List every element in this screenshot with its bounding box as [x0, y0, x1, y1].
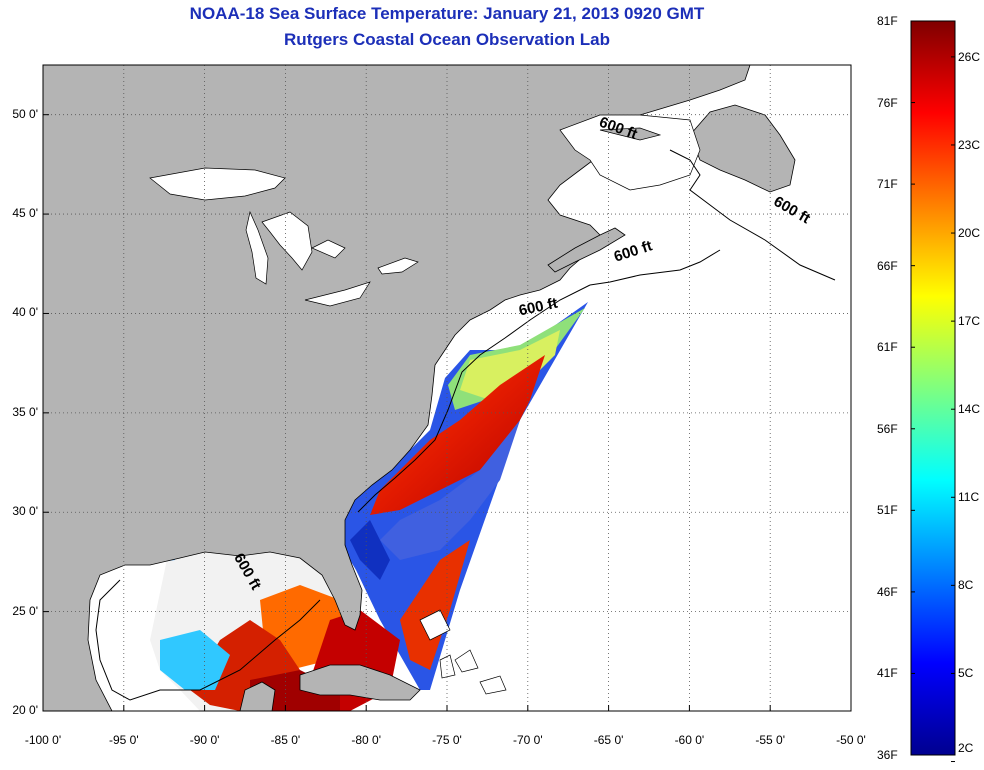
colorbar-c-label: 17C	[958, 314, 981, 329]
lon-tick-label: -100 0'	[24, 733, 62, 747]
land-newfoundland	[689, 104, 796, 193]
lon-tick-label: -90 0'	[189, 733, 220, 747]
land-cuba	[299, 664, 421, 701]
colorbar-f-label: 41F	[877, 666, 898, 681]
colorbar-f-label: 61F	[877, 340, 898, 355]
lon-tick-label: -95 0'	[108, 733, 139, 747]
lon-tick-label: -85 0'	[270, 733, 301, 747]
map-subtitle: Rutgers Coastal Ocean Observation Lab	[284, 30, 610, 49]
colorbar-c-label: 5C	[958, 666, 974, 681]
lat-tick-label: 30 0'	[12, 504, 38, 519]
colorbar-f-label: 66F	[877, 258, 898, 273]
lat-tick-label: 50 0'	[12, 106, 38, 121]
lat-tick-label: 20 0'	[12, 703, 38, 717]
lon-tick-label: -50 0'	[836, 733, 866, 747]
bahamas	[419, 609, 507, 695]
colorbar-c-label: 8C	[958, 578, 974, 593]
colorbar-c-label: 26C	[958, 49, 981, 64]
temperature-colorbar	[910, 20, 956, 763]
lon-tick-label: -75 0'	[432, 733, 462, 747]
anticosti-island	[599, 127, 662, 141]
colorbar-c-label: 14C	[958, 402, 981, 417]
land-nova-scotia	[547, 227, 626, 273]
axis-ticks	[42, 114, 852, 712]
lon-tick-label: -70 0'	[512, 733, 543, 747]
great-lakes	[149, 167, 419, 307]
isobath-600ft	[95, 149, 836, 701]
colorbar-f-label: 81F	[877, 14, 898, 28]
colorbar-f-label: 56F	[877, 421, 898, 436]
gulf-st-lawrence	[559, 114, 701, 191]
graticule	[43, 65, 851, 711]
map-title: NOAA-18 Sea Surface Temperature: January…	[189, 4, 705, 23]
colorbar-c-label: 20C	[958, 226, 981, 241]
colorbar-c-label: 11C	[958, 490, 980, 505]
colorbar-f-label: 76F	[877, 95, 898, 110]
lat-tick-label: 40 0'	[12, 305, 38, 320]
lon-tick-label: -60 0'	[674, 733, 705, 747]
lat-tick-label: 25 0'	[12, 603, 38, 618]
land-yucatan	[239, 681, 276, 711]
lat-tick-label: 35 0'	[12, 404, 38, 419]
land-north-america	[43, 65, 751, 711]
colorbar-c-label: 23C	[958, 137, 981, 152]
colorbar-f-label: 71F	[877, 177, 898, 192]
colorbar-f-label: 46F	[877, 584, 898, 599]
lon-tick-label: -80 0'	[351, 733, 382, 747]
lat-tick-label: 45 0'	[12, 206, 38, 221]
lon-tick-label: -55 0'	[755, 733, 786, 747]
colorbar-f-label: 36F	[877, 748, 898, 762]
lon-tick-label: -65 0'	[593, 733, 624, 747]
colorbar-c-label: 2C	[958, 741, 974, 755]
colorbar-f-label: 51F	[877, 503, 898, 518]
